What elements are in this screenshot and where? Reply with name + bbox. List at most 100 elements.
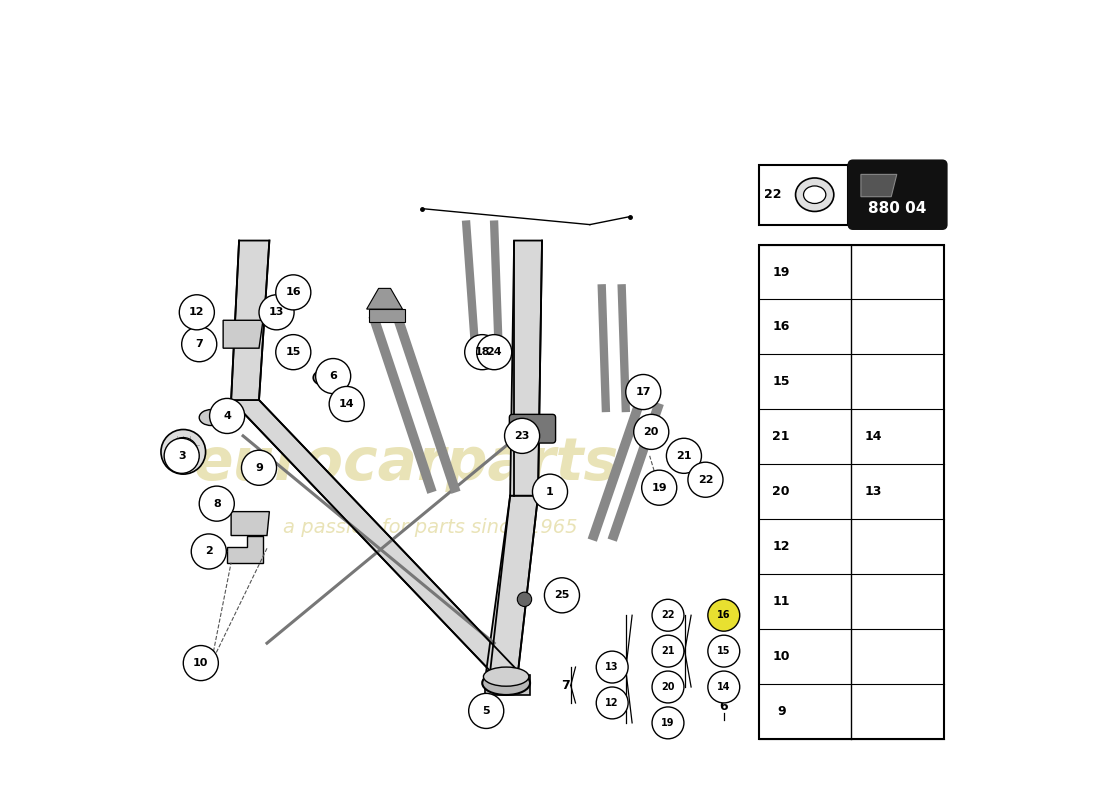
- Text: 9: 9: [777, 705, 785, 718]
- Polygon shape: [510, 241, 542, 496]
- Ellipse shape: [342, 401, 362, 415]
- Circle shape: [161, 430, 206, 474]
- Text: 19: 19: [772, 266, 790, 278]
- Circle shape: [596, 687, 628, 719]
- Text: 12: 12: [605, 698, 619, 708]
- Text: 23: 23: [515, 431, 530, 441]
- Circle shape: [182, 326, 217, 362]
- Circle shape: [708, 635, 739, 667]
- Text: 21: 21: [661, 646, 674, 656]
- Polygon shape: [231, 512, 270, 535]
- Circle shape: [544, 578, 580, 613]
- Text: 15: 15: [772, 375, 790, 388]
- Text: 25: 25: [554, 590, 570, 600]
- Text: 7: 7: [561, 679, 570, 692]
- Polygon shape: [486, 496, 538, 671]
- Circle shape: [258, 294, 294, 330]
- Circle shape: [634, 414, 669, 450]
- Text: 12: 12: [189, 307, 205, 318]
- Ellipse shape: [199, 410, 223, 426]
- Text: 1: 1: [546, 486, 554, 497]
- Text: 14: 14: [339, 399, 354, 409]
- Text: eurocarparts: eurocarparts: [194, 435, 619, 492]
- Circle shape: [199, 486, 234, 521]
- Text: 17: 17: [636, 387, 651, 397]
- Ellipse shape: [319, 374, 331, 382]
- Circle shape: [210, 398, 244, 434]
- Text: 13: 13: [865, 485, 882, 498]
- FancyBboxPatch shape: [509, 414, 556, 443]
- Circle shape: [652, 599, 684, 631]
- Circle shape: [184, 646, 219, 681]
- Text: 20: 20: [772, 485, 790, 498]
- Circle shape: [476, 334, 512, 370]
- Circle shape: [329, 386, 364, 422]
- Circle shape: [652, 635, 684, 667]
- Polygon shape: [227, 535, 263, 563]
- Polygon shape: [223, 320, 263, 348]
- Text: a passion for parts since 1965: a passion for parts since 1965: [283, 518, 578, 537]
- Text: 16: 16: [772, 321, 790, 334]
- Text: 20: 20: [644, 427, 659, 437]
- Text: 21: 21: [772, 430, 790, 443]
- Text: 15: 15: [286, 347, 301, 357]
- Circle shape: [505, 418, 540, 454]
- Circle shape: [276, 275, 311, 310]
- Circle shape: [276, 334, 311, 370]
- Text: 20: 20: [661, 682, 674, 692]
- Text: 15: 15: [717, 646, 730, 656]
- Circle shape: [667, 438, 702, 474]
- Ellipse shape: [482, 671, 530, 695]
- Text: 10: 10: [194, 658, 209, 668]
- Circle shape: [469, 694, 504, 729]
- Text: 4: 4: [223, 411, 231, 421]
- Text: 7: 7: [196, 339, 204, 349]
- Bar: [759, 245, 944, 739]
- Text: 14: 14: [865, 430, 882, 443]
- Polygon shape: [366, 288, 403, 309]
- Bar: [759, 165, 848, 225]
- Circle shape: [191, 534, 227, 569]
- Text: 19: 19: [661, 718, 674, 728]
- Circle shape: [596, 651, 628, 683]
- Text: 14: 14: [717, 682, 730, 692]
- Circle shape: [652, 707, 684, 739]
- Circle shape: [532, 474, 568, 510]
- Text: 22: 22: [764, 188, 782, 202]
- Circle shape: [517, 592, 531, 606]
- Text: 12: 12: [772, 540, 790, 553]
- Ellipse shape: [483, 667, 529, 686]
- Text: 24: 24: [486, 347, 502, 357]
- Circle shape: [708, 671, 739, 703]
- Circle shape: [179, 294, 214, 330]
- Polygon shape: [231, 400, 518, 671]
- Circle shape: [164, 438, 199, 474]
- Text: 880 04: 880 04: [868, 201, 927, 216]
- Circle shape: [688, 462, 723, 498]
- Circle shape: [641, 470, 676, 506]
- Text: 22: 22: [697, 474, 713, 485]
- Text: 19: 19: [651, 482, 667, 493]
- Polygon shape: [485, 675, 530, 695]
- Text: 16: 16: [286, 287, 301, 298]
- Text: 3: 3: [178, 451, 186, 461]
- Text: 13: 13: [268, 307, 284, 318]
- Circle shape: [464, 334, 499, 370]
- Text: 2: 2: [205, 546, 212, 557]
- Circle shape: [316, 358, 351, 394]
- Text: 21: 21: [676, 451, 692, 461]
- Circle shape: [242, 450, 276, 486]
- Circle shape: [652, 671, 684, 703]
- Text: 6: 6: [329, 371, 337, 381]
- Text: 22: 22: [661, 610, 674, 620]
- Circle shape: [708, 599, 739, 631]
- Ellipse shape: [314, 370, 337, 386]
- Polygon shape: [861, 174, 896, 197]
- Text: 8: 8: [213, 498, 221, 509]
- Text: 11: 11: [772, 595, 790, 608]
- Polygon shape: [231, 241, 270, 400]
- Text: 10: 10: [772, 650, 790, 663]
- Ellipse shape: [795, 178, 834, 211]
- Ellipse shape: [803, 186, 826, 203]
- Text: 24: 24: [607, 663, 625, 676]
